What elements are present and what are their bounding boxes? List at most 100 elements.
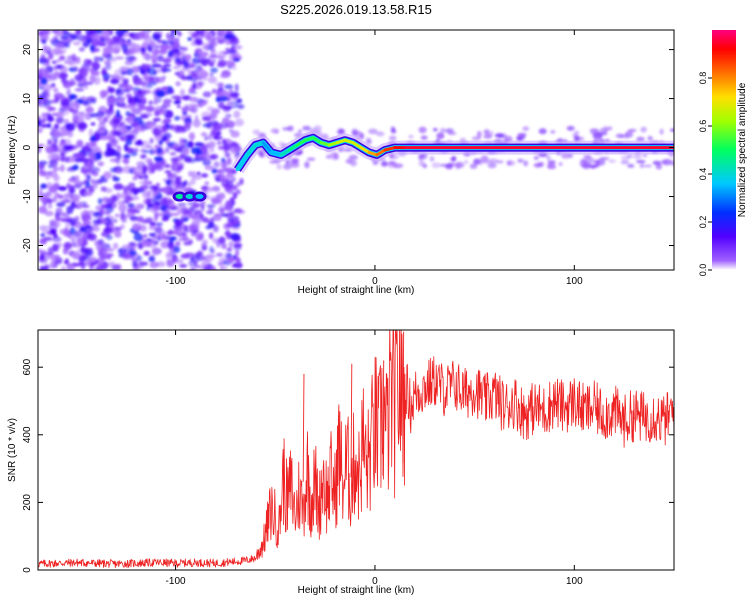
noise-speck	[136, 165, 143, 171]
faint-speck	[365, 137, 372, 144]
noise-speck	[234, 256, 240, 261]
noise-speck	[105, 248, 115, 252]
noise-speck	[53, 87, 59, 93]
noise-speck	[174, 177, 182, 186]
noise-speck	[177, 31, 182, 37]
noise-speck	[142, 100, 147, 104]
noise-speck	[188, 132, 196, 141]
noise-speck	[132, 48, 142, 54]
noise-speck	[215, 252, 224, 257]
noise-speck	[115, 88, 122, 94]
noise-speck	[163, 63, 172, 68]
noise-speck	[119, 192, 130, 200]
noise-speck	[63, 241, 72, 251]
noise-speck	[101, 91, 108, 97]
noise-speck	[146, 198, 151, 207]
noise-speck	[76, 139, 84, 148]
noise-speck	[227, 256, 235, 264]
noise-speck	[152, 127, 159, 136]
noise-speck	[38, 83, 43, 88]
faint-speck	[345, 158, 353, 164]
noise-speck	[65, 221, 71, 229]
noise-speck	[206, 210, 214, 215]
noise-speck	[213, 112, 218, 119]
noise-speck	[81, 204, 90, 208]
noise-speck	[209, 153, 219, 160]
noise-speck	[233, 110, 241, 119]
faint-speck	[592, 132, 603, 140]
noise-speck	[211, 59, 216, 64]
noise-speck	[71, 53, 77, 62]
noise-speck	[188, 96, 199, 103]
noise-speck	[202, 123, 212, 128]
faint-speck	[483, 134, 493, 139]
spectral-line-core	[245, 143, 257, 157]
noise-speck	[151, 59, 158, 64]
noise-speck	[155, 222, 163, 226]
noise-speck	[97, 128, 106, 134]
noise-speck	[231, 170, 237, 174]
noise-speck	[38, 206, 48, 214]
spectral-line-core	[269, 150, 283, 157]
noise-speck	[60, 139, 66, 143]
noise-speck	[129, 216, 139, 221]
faint-speck	[445, 163, 453, 170]
noise-speck	[60, 151, 66, 157]
noise-speck	[225, 102, 234, 106]
noise-speck	[186, 74, 194, 81]
noise-speck	[221, 243, 227, 250]
noise-speck	[38, 31, 45, 36]
noise-speck	[80, 245, 86, 254]
noise-speck	[90, 122, 96, 126]
noise-speck	[154, 211, 159, 221]
noise-speck	[116, 200, 125, 205]
noise-speck	[202, 116, 212, 121]
noise-speck	[87, 167, 94, 175]
spectral-line	[231, 130, 674, 174]
noise-speck	[223, 168, 229, 172]
noise-speck	[192, 204, 199, 209]
noise-speck	[170, 236, 177, 241]
noise-speck	[86, 96, 97, 102]
noise-speck	[69, 108, 75, 113]
noise-speck	[191, 78, 197, 83]
noise-speck	[221, 138, 227, 145]
noise-speck	[162, 213, 172, 219]
faint-speck	[376, 131, 385, 137]
noise-speck	[113, 242, 119, 250]
faint-speck	[644, 164, 652, 168]
noise-speck	[52, 196, 58, 203]
noise-speck	[53, 165, 58, 173]
noise-speck	[121, 244, 132, 250]
noise-speck	[184, 104, 189, 108]
noise-speck	[89, 266, 95, 270]
noise-speck	[167, 172, 178, 178]
faint-speck	[278, 141, 284, 147]
noise-speck	[128, 182, 136, 188]
noise-speck	[114, 56, 125, 60]
noise-speck	[120, 70, 127, 76]
noise-speck	[59, 66, 68, 74]
noise-speck	[130, 187, 140, 194]
noise-speck	[118, 203, 127, 212]
faint-speck	[589, 164, 600, 168]
noise-speck	[129, 32, 135, 38]
noise-speck	[160, 241, 170, 249]
noise-speck	[162, 197, 168, 206]
noise-speck	[129, 242, 136, 247]
noise-speck	[209, 72, 214, 77]
spectrogram-frame	[37, 29, 675, 271]
faint-speck	[608, 159, 616, 163]
noise-speck	[138, 121, 147, 127]
noise-speck	[149, 261, 159, 269]
faint-speck	[517, 158, 524, 163]
spectrogram-y-axis-label: Frequency (Hz)	[7, 116, 18, 185]
noise-speck	[197, 52, 208, 56]
noise-speck	[105, 253, 114, 257]
noise-speck	[58, 207, 63, 215]
noise-speck	[216, 62, 226, 68]
noise-speck	[236, 182, 241, 187]
faint-speck	[478, 159, 484, 166]
noise-speck	[192, 82, 197, 90]
noise-speck	[88, 128, 93, 138]
